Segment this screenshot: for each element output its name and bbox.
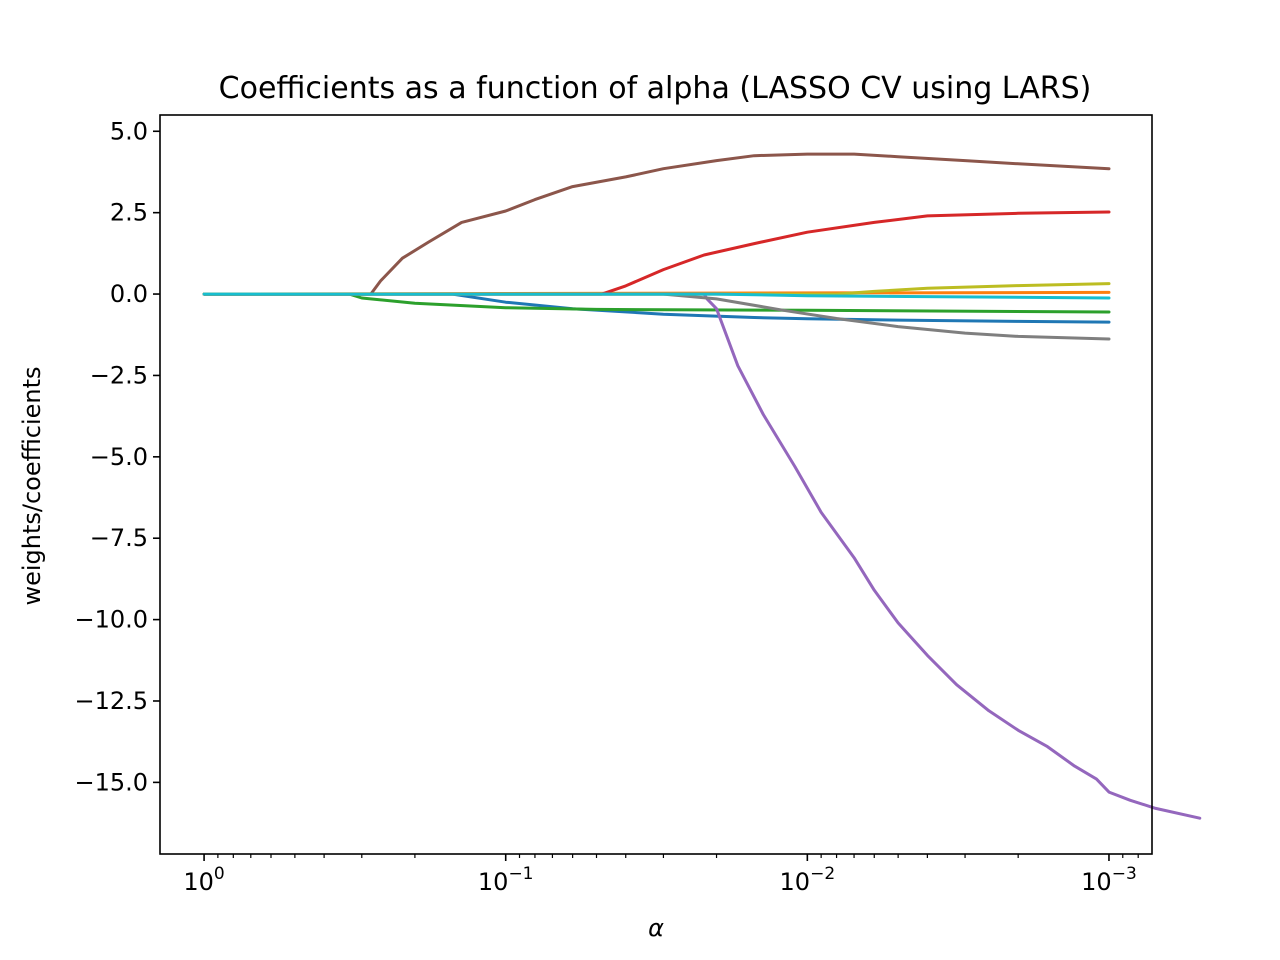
- y-axis-label: weights/coefficients: [18, 366, 46, 605]
- x-tick-label: 100: [183, 864, 224, 896]
- y-tick-label: 5.0: [110, 117, 148, 145]
- chart-title: Coefficients as a function of alpha (LAS…: [219, 71, 1092, 106]
- plot-area: [202, 152, 1202, 820]
- series-line-7: [202, 292, 1111, 341]
- series-line-6: [202, 152, 1111, 296]
- series-line-5: [202, 292, 1202, 820]
- y-tick-label: −10.0: [74, 606, 148, 634]
- y-tick-label: −2.5: [90, 361, 148, 389]
- y-tick-label: −15.0: [74, 768, 148, 796]
- x-tick-label: 10−2: [780, 864, 836, 896]
- y-tick-label: 2.5: [110, 199, 148, 227]
- plot-frame: [159, 114, 1153, 855]
- series-line-4: [202, 210, 1111, 296]
- y-tick-label: −12.5: [74, 687, 148, 715]
- x-axis-label: α: [648, 914, 664, 942]
- x-axis: 100 10−1 10−2 10−3: [183, 854, 1139, 896]
- series-line-9: [202, 292, 1111, 300]
- x-tick-label: 10−3: [1081, 864, 1137, 896]
- x-tick-label: 10−1: [478, 864, 534, 896]
- y-tick-label: −5.0: [90, 443, 148, 471]
- y-tick-label: 0.0: [110, 280, 148, 308]
- series-line-1: [202, 292, 1111, 324]
- y-axis: 5.0 2.5 0.0 −2.5 −5.0 −7.5 −10.0 −12.5 −15.0: [74, 117, 160, 796]
- y-tick-label: −7.5: [90, 524, 148, 552]
